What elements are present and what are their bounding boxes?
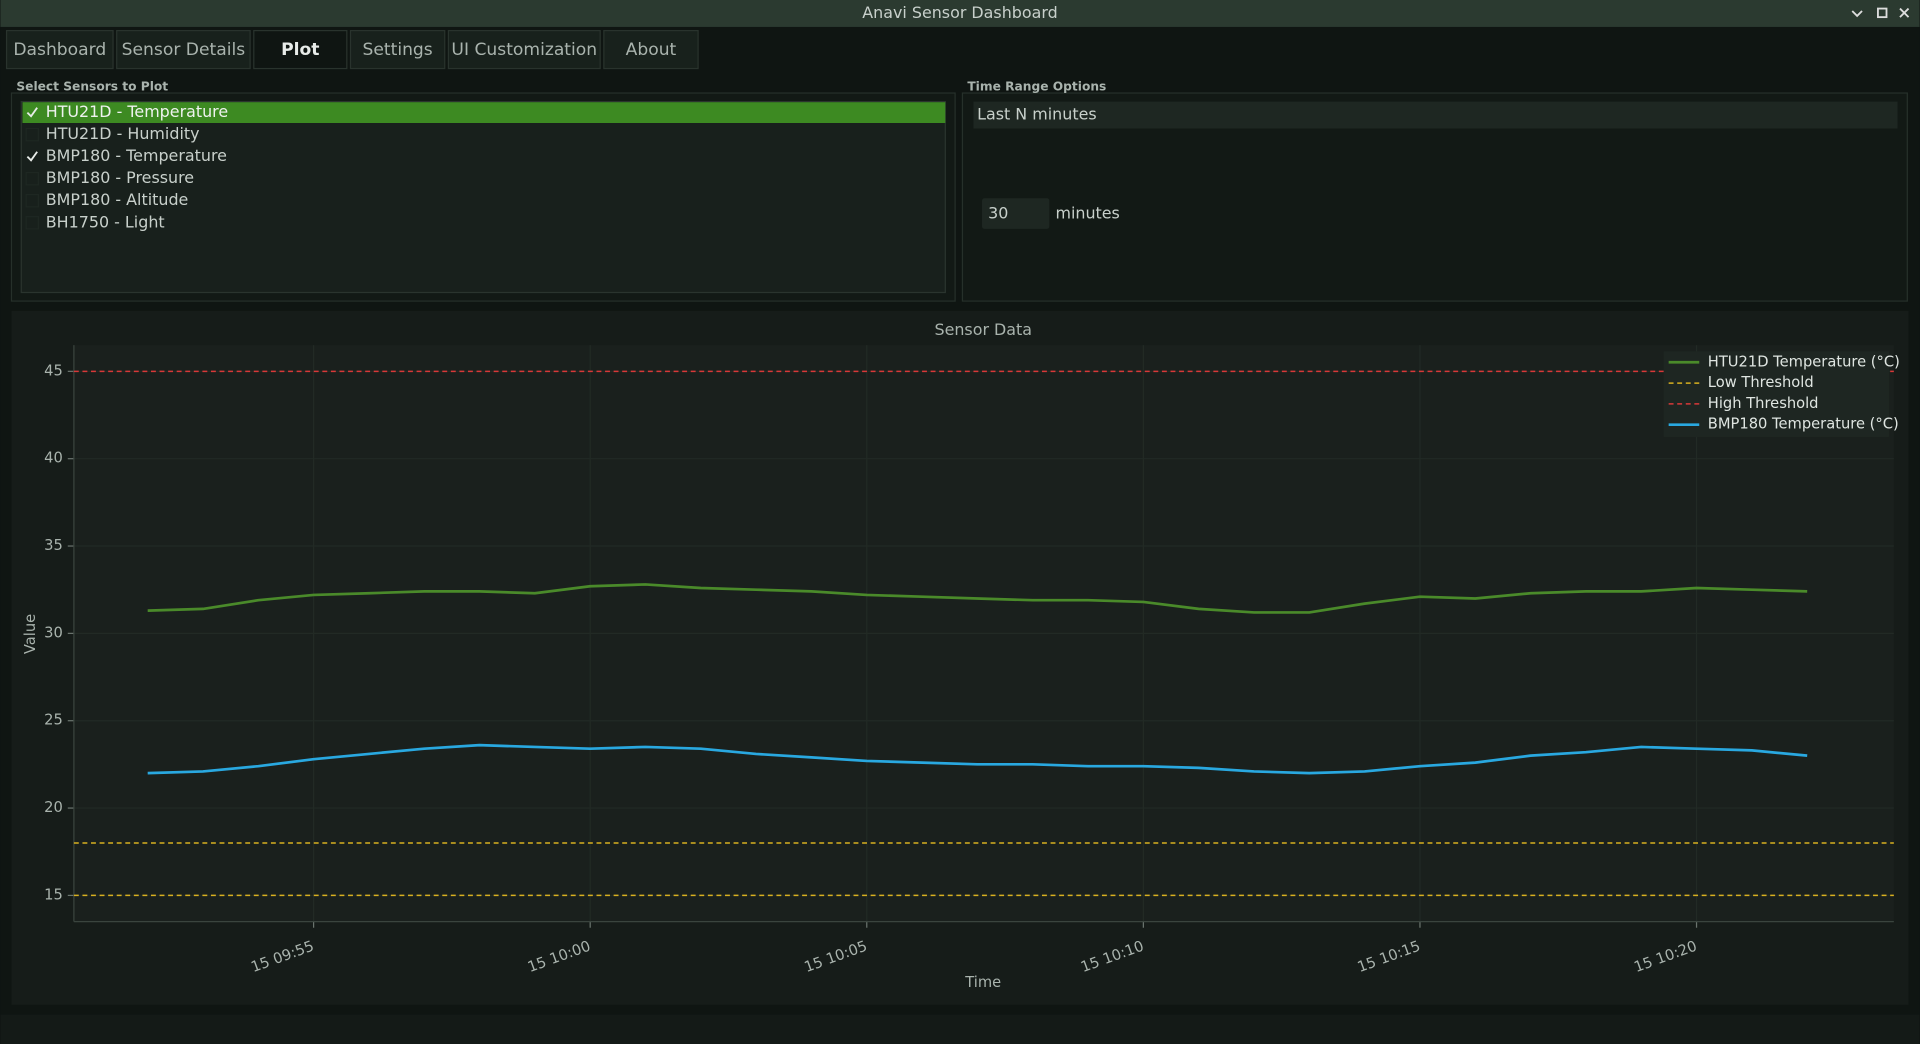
minutes-input[interactable]	[982, 198, 1050, 229]
y-axis-label: Value	[22, 614, 39, 654]
tab[interactable]	[253, 29, 348, 70]
close-button[interactable]	[1899, 7, 1910, 18]
sensor-item[interactable]: BMP180 - Pressure	[46, 168, 194, 187]
y-tick-label: 45	[44, 362, 63, 379]
x-axis-label: Time	[964, 974, 1001, 991]
time-mode-combo[interactable]	[973, 101, 1898, 129]
checkbox[interactable]	[25, 216, 40, 230]
selected-row	[22, 102, 946, 124]
minimize-button[interactable]	[1851, 10, 1863, 18]
series-line	[147, 743, 1808, 775]
status-strip	[0, 1014, 1920, 1044]
tab-label[interactable]: About	[626, 40, 677, 60]
series-line	[147, 583, 1808, 614]
group-label: Time Range Options	[967, 79, 1106, 93]
y-tick-label: 40	[44, 450, 63, 467]
tab[interactable]	[5, 29, 114, 70]
y-tick-label: 15	[44, 886, 63, 903]
legend-label: High Threshold	[1708, 395, 1819, 412]
legend	[1663, 351, 1889, 437]
checkbox[interactable]	[25, 171, 40, 186]
sensor-item[interactable]: HTU21D - Temperature	[46, 102, 228, 121]
tab[interactable]	[116, 29, 251, 70]
title-bar	[0, 0, 1920, 27]
checkbox[interactable]	[25, 127, 40, 142]
tab-label[interactable]: Settings	[362, 40, 432, 60]
y-tick-label: 20	[44, 799, 63, 816]
tab-label[interactable]: UI Customization	[451, 40, 597, 60]
y-tick-label: 35	[44, 537, 63, 554]
sensor-item[interactable]: HTU21D - Humidity	[46, 124, 200, 143]
window-title: Anavi Sensor Dashboard	[862, 3, 1057, 22]
minutes-unit: minutes	[1055, 204, 1119, 223]
tab-label[interactable]: Plot	[281, 40, 319, 60]
minutes-value[interactable]: 30	[988, 204, 1008, 223]
tab[interactable]	[447, 29, 601, 70]
sensor-item[interactable]: BMP180 - Altitude	[46, 190, 189, 209]
sensor-list	[20, 100, 946, 294]
tab-label[interactable]: Sensor Details	[122, 40, 246, 60]
maximize-button[interactable]	[1877, 7, 1888, 19]
sensor-item[interactable]: BH1750 - Light	[46, 212, 165, 231]
time-mode[interactable]: Last N minutes	[977, 105, 1097, 124]
legend-label: Low Threshold	[1708, 374, 1814, 391]
tab-label[interactable]: Dashboard	[13, 40, 106, 60]
sensor-item[interactable]: BMP180 - Temperature	[46, 146, 227, 165]
tab[interactable]	[349, 29, 446, 70]
checkbox[interactable]	[25, 193, 40, 208]
legend-label: BMP180 Temperature (°C)	[1708, 416, 1899, 433]
group-label: Select Sensors to Plot	[16, 79, 168, 93]
y-tick-label: 25	[44, 712, 63, 729]
tab[interactable]	[603, 29, 699, 70]
checkmark[interactable]	[26, 151, 38, 162]
legend-label: HTU21D Temperature (°C)	[1708, 353, 1900, 370]
checkmark[interactable]	[26, 107, 38, 118]
y-tick-label: 30	[44, 624, 63, 641]
chart-title: Sensor Data	[934, 320, 1032, 339]
